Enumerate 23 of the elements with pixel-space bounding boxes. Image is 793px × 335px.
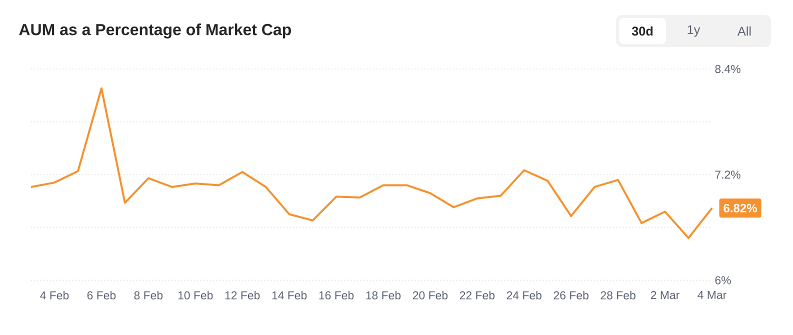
x-tick-label: 24 Feb [506, 291, 542, 300]
text: 30d [632, 26, 653, 36]
x-tick-label: 2 Mar [650, 291, 680, 300]
x-tick-label: 16 Feb [319, 291, 354, 300]
x-tick-label: 4 Feb [40, 291, 69, 300]
x-tick-label: 4 Mar [698, 291, 726, 299]
x-tick-label: 10 Feb [178, 291, 213, 300]
y-tick-label: 8.4% [715, 64, 740, 74]
x-tick-label: 22 Feb [460, 291, 495, 300]
text: All [737, 26, 751, 36]
x-tick-label: 6 Feb [87, 291, 116, 300]
x-tick-label: 12 Feb [225, 291, 260, 300]
x-tick-label: 8 Feb [134, 291, 163, 300]
x-tick-label: 20 Feb [412, 291, 448, 300]
text: 1y [688, 25, 700, 37]
y-tick-label: 6% [715, 276, 731, 284]
data-label: 6.82% [724, 204, 757, 212]
x-tick-label: 18 Feb [366, 291, 401, 300]
chart-title: AUM as a Percentage of Market Cap [19, 24, 291, 38]
x-tick-label: 26 Feb [554, 291, 588, 300]
x-tick-label: 28 Feb [600, 291, 636, 300]
x-tick-label: 14 Feb [272, 291, 307, 300]
y-tick-label: 7.2% [715, 170, 740, 179]
